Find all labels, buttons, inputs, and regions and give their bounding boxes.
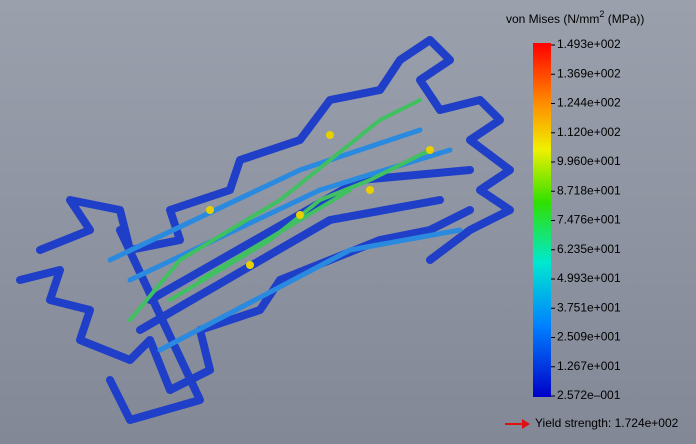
tick-label: 7.476e+001 bbox=[557, 213, 621, 227]
tick-label: 2.509e+001 bbox=[557, 330, 621, 344]
tick-label: 3.751e+001 bbox=[557, 300, 621, 314]
tick-label: 6.235e+001 bbox=[557, 242, 621, 256]
tick-label: 1.369e+002 bbox=[557, 66, 621, 80]
tick-label: 9.960e+001 bbox=[557, 154, 621, 168]
legend-title: von Mises (N/mm2 (MPa)) bbox=[506, 9, 644, 26]
tick-label: 1.120e+002 bbox=[557, 125, 621, 139]
fea-view: von Mises (N/mm2 (MPa)) 1.493e+002 1.369e… bbox=[0, 0, 696, 444]
tick-label: 2.572e–001 bbox=[557, 388, 621, 402]
tick-label: 1.267e+001 bbox=[557, 359, 621, 373]
tick-label: 8.718e+001 bbox=[557, 183, 621, 197]
tick-label: 1.493e+002 bbox=[557, 37, 621, 51]
tick-label: 1.244e+002 bbox=[557, 96, 621, 110]
tick-label: 4.993e+001 bbox=[557, 271, 621, 285]
yield-label: Yield strength: 1.724e+002 bbox=[535, 416, 679, 430]
color-bar bbox=[533, 43, 551, 397]
